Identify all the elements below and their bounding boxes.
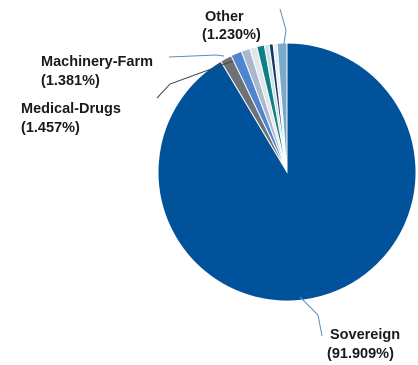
pie-slice-other <box>276 42 288 173</box>
leader-lines <box>156 8 323 337</box>
label-other-name: Other <box>205 9 244 25</box>
label-machinery-farm-name: Machinery-Farm <box>41 54 153 70</box>
label-medical-drugs-name: Medical-Drugs <box>21 101 121 117</box>
label-sovereign-name: Sovereign <box>330 327 400 343</box>
pie-slices <box>157 42 417 302</box>
label-machinery-farm-value: (1.381%) <box>41 73 100 89</box>
leader-line-sovereign <box>299 296 323 337</box>
leader-line-machinery-farm <box>168 54 225 58</box>
leader-line-other <box>279 8 287 45</box>
label-sovereign-value: (91.909%) <box>327 346 394 362</box>
label-other-value: (1.230%) <box>202 27 261 43</box>
leader-line-medical-drugs <box>156 60 234 99</box>
label-medical-drugs-value: (1.457%) <box>21 120 80 136</box>
